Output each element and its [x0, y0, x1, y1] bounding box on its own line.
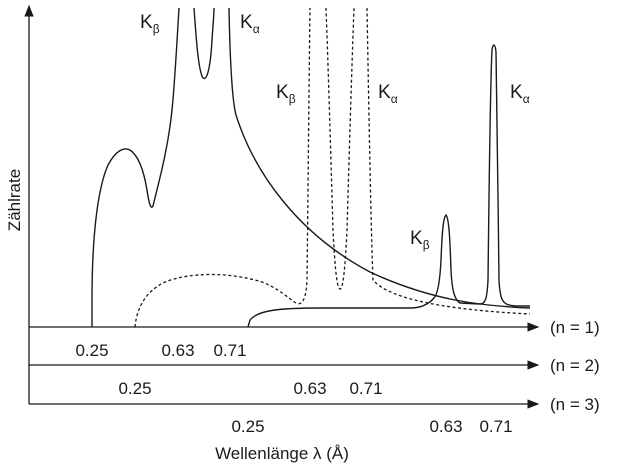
- peak-label-order-2-kalpha: Kα: [378, 82, 398, 106]
- tick-label: 0.25: [75, 341, 108, 360]
- tick-label: 0.71: [349, 379, 382, 398]
- tick-label: 0.25: [231, 417, 264, 436]
- peak-label-order-2-kbeta: Kβ: [276, 82, 296, 106]
- peak-label-order-1-kbeta: Kβ: [140, 12, 160, 36]
- order-label-2: (n = 2): [550, 356, 600, 375]
- peak-label-order-3-kalpha: Kα: [510, 82, 530, 106]
- series-order-2: [134, 7, 531, 328]
- tick-label: 0.63: [293, 379, 326, 398]
- x-axis-label: Wellenlänge λ (Å): [215, 444, 349, 463]
- peak-label-order-1-kalpha: Kα: [240, 12, 260, 36]
- tick-label: 0.63: [429, 417, 462, 436]
- peak-label-order-3-kbeta: Kβ: [410, 228, 430, 252]
- order-label-3: (n = 3): [550, 395, 600, 414]
- tick-label: 0.71: [479, 417, 512, 436]
- series-order-1: [91, 7, 531, 327]
- order-label-1: (n = 1): [550, 318, 600, 337]
- y-axis-label: Zählrate: [5, 169, 24, 231]
- tick-label: 0.71: [213, 341, 246, 360]
- series-order-3: [247, 44, 530, 328]
- tick-label: 0.63: [161, 341, 194, 360]
- tick-label: 0.25: [118, 379, 151, 398]
